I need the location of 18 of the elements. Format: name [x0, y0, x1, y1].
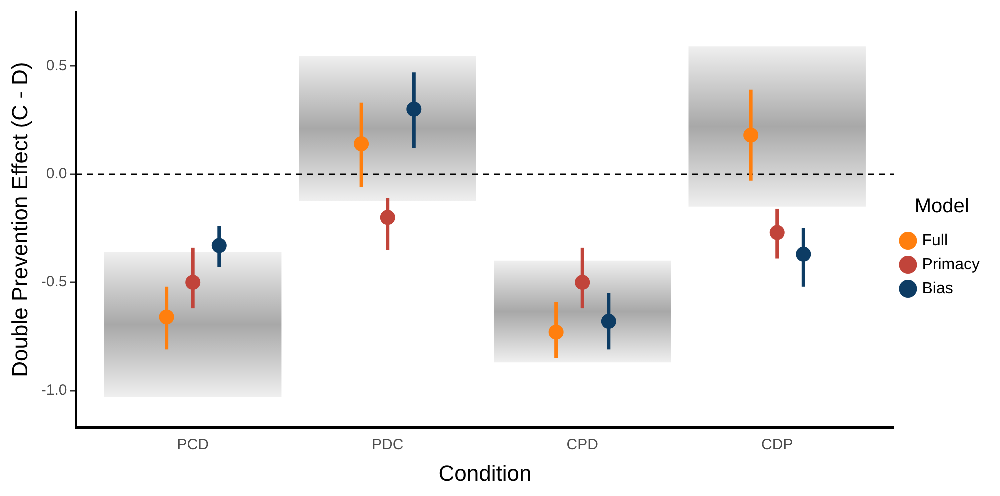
y-tick-label: 0.0	[46, 165, 68, 182]
y-tick-label: -1.0	[41, 382, 68, 399]
y-axis-title: Double Prevention Effect (C - D)	[7, 62, 32, 378]
bar	[688, 46, 866, 207]
legend-title: Model	[914, 196, 970, 218]
x-tick-label: PDC	[372, 436, 404, 454]
legend-label: Full	[922, 232, 948, 250]
bar	[299, 56, 476, 202]
y-tick-label: -0.5	[41, 274, 68, 291]
x-tick-label: PCD	[177, 436, 210, 454]
legend-label: Primacy	[922, 256, 980, 274]
bar	[104, 252, 282, 398]
x-tick-label: CPD	[566, 436, 599, 454]
x-tick-label: CDP	[762, 436, 794, 454]
legend-label: Bias	[922, 280, 954, 298]
bar	[494, 260, 672, 363]
y-tick-label: 0.5	[46, 57, 68, 74]
x-axis-title: Condition	[438, 460, 532, 486]
